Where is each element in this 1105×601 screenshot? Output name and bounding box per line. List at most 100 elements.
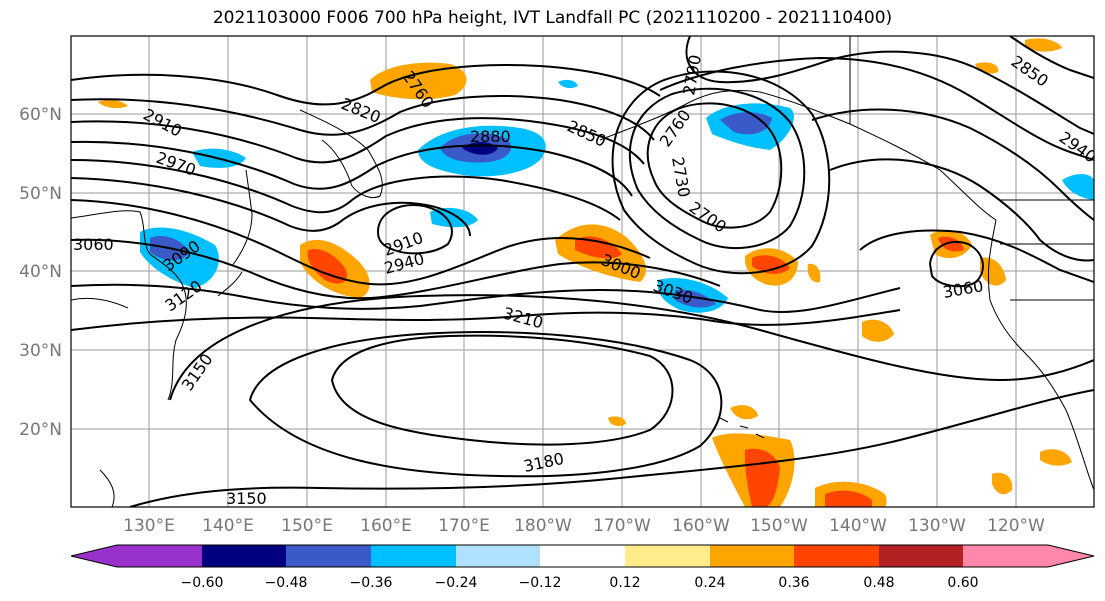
height-contour: [811, 108, 1094, 221]
colorbar-tick-label: −0.60: [181, 575, 224, 591]
height-contour: [330, 334, 674, 446]
colorbar-swatch: [202, 545, 286, 567]
colorbar-swatch: [710, 545, 794, 567]
ivt-positive-region: [992, 472, 1013, 495]
colorbar-tick-label: −0.36: [350, 575, 393, 591]
height-contour: [1009, 36, 1094, 79]
ivt-positive-region: [730, 405, 758, 420]
height-contour: [169, 294, 1094, 401]
ivt-positive-shading: [98, 38, 1072, 507]
ivt-negative-region: [1062, 174, 1094, 200]
lon-label: 160°W: [672, 516, 730, 536]
lon-label: 150°E: [281, 516, 333, 536]
ivt-negative-shading: [140, 79, 1094, 313]
colorbar-swatch: [794, 545, 879, 567]
height-contour: [71, 95, 655, 141]
ivt-positive-region: [1025, 38, 1062, 52]
colorbar: −0.60 −0.48 −0.36 −0.24 −0.12 0.12 0.24 …: [70, 544, 1095, 591]
contour-label: 3060: [73, 235, 114, 254]
ivt-positive-region: [575, 236, 622, 259]
colorbar-extend-high: [1048, 545, 1094, 567]
ivt-positive-region: [608, 416, 626, 426]
colorbar-tick-label: −0.48: [265, 575, 308, 591]
colorbar-tick-label: 0.60: [947, 575, 978, 591]
height-contour: [71, 63, 661, 106]
height-contour: [859, 229, 1094, 283]
longitude-labels: 130°E 140°E 150°E 160°E 170°E 180°W 170°…: [123, 516, 1045, 536]
latitude-labels: 60°N 50°N 40°N 30°N 20°N: [19, 105, 62, 440]
height-contour: [646, 102, 783, 229]
colorbar-tick-label: −0.12: [519, 575, 562, 591]
ivt-positive-region: [938, 236, 964, 252]
coastline-borders: [849, 36, 1094, 301]
ivt-positive-region: [752, 255, 790, 274]
colorbar-swatch: [625, 545, 710, 567]
height-contour: [928, 241, 984, 288]
contour-label: 2880: [470, 127, 511, 146]
colorbar-swatch: [879, 545, 963, 567]
contour-label: 3150: [226, 489, 267, 508]
lat-label: 50°N: [19, 184, 62, 204]
lon-label: 130°W: [908, 516, 966, 536]
colorbar-tick-label: 0.48: [863, 575, 894, 591]
lat-label: 20°N: [19, 420, 62, 440]
ivt-positive-region: [862, 319, 894, 342]
colorbar-extend-low: [71, 545, 117, 567]
lon-label: 170°W: [593, 516, 651, 536]
colorbar-swatch: [963, 545, 1048, 567]
ivt-positive-region: [807, 263, 821, 283]
lon-label: 180°W: [514, 516, 572, 536]
colorbar-swatch: [117, 545, 202, 567]
ivt-positive-region: [98, 99, 128, 109]
height-contour: [685, 36, 1094, 135]
height-contour: [628, 87, 806, 250]
height-contours: [71, 36, 1094, 507]
colorbar-tick-label: 0.36: [778, 575, 809, 591]
colorbar-swatch: [371, 545, 456, 567]
ivt-negative-region: [430, 207, 478, 228]
map-frame: [70, 35, 1095, 508]
colorbar-tick-label: 0.12: [609, 575, 640, 591]
ivt-positive-region: [370, 62, 467, 100]
height-contour: [71, 238, 721, 300]
height-contour: [659, 56, 1094, 161]
height-contour: [71, 140, 633, 197]
colorbar-outline: [70, 544, 1095, 568]
colorbar-swatch: [540, 545, 625, 567]
height-contour: [71, 117, 645, 165]
map-title: 2021103000 F006 700 hPa height, IVT Land…: [212, 8, 893, 28]
height-contour: [71, 199, 651, 286]
height-contour: [829, 158, 1094, 262]
coastline-na-west: [987, 219, 1094, 491]
lon-label: 130°E: [123, 516, 175, 536]
colorbar-swatch: [286, 545, 371, 567]
ivt-negative-region: [558, 79, 578, 89]
lat-label: 40°N: [19, 262, 62, 282]
ivt-positive-region: [825, 490, 872, 507]
ivt-negative-region: [675, 289, 716, 308]
height-contour: [129, 389, 1094, 507]
colorbar-tick-label: 0.24: [694, 575, 725, 591]
lon-label: 160°E: [360, 516, 412, 536]
lon-label: 140°E: [202, 516, 254, 536]
height-contour: [611, 70, 831, 275]
height-contour: [71, 309, 901, 331]
height-contour: [71, 177, 471, 237]
lat-label: 60°N: [19, 105, 62, 125]
lon-label: 170°E: [438, 516, 490, 536]
coastline-asia: [71, 210, 187, 507]
lon-label: 120°W: [987, 516, 1045, 536]
lon-label: 150°W: [750, 516, 808, 536]
height-contour: [71, 159, 621, 221]
colorbar-swatch: [456, 545, 540, 567]
lat-label: 30°N: [19, 341, 62, 361]
ivt-positive-region: [1040, 449, 1072, 466]
colorbar-tick-label: −0.24: [435, 575, 478, 591]
lon-label: 140°W: [829, 516, 887, 536]
height-contour: [248, 331, 723, 478]
ivt-positive-region: [980, 257, 1006, 286]
coastline-hawaii: [719, 417, 765, 439]
ivt-positive-region: [307, 248, 348, 284]
height-contour: [376, 204, 453, 255]
